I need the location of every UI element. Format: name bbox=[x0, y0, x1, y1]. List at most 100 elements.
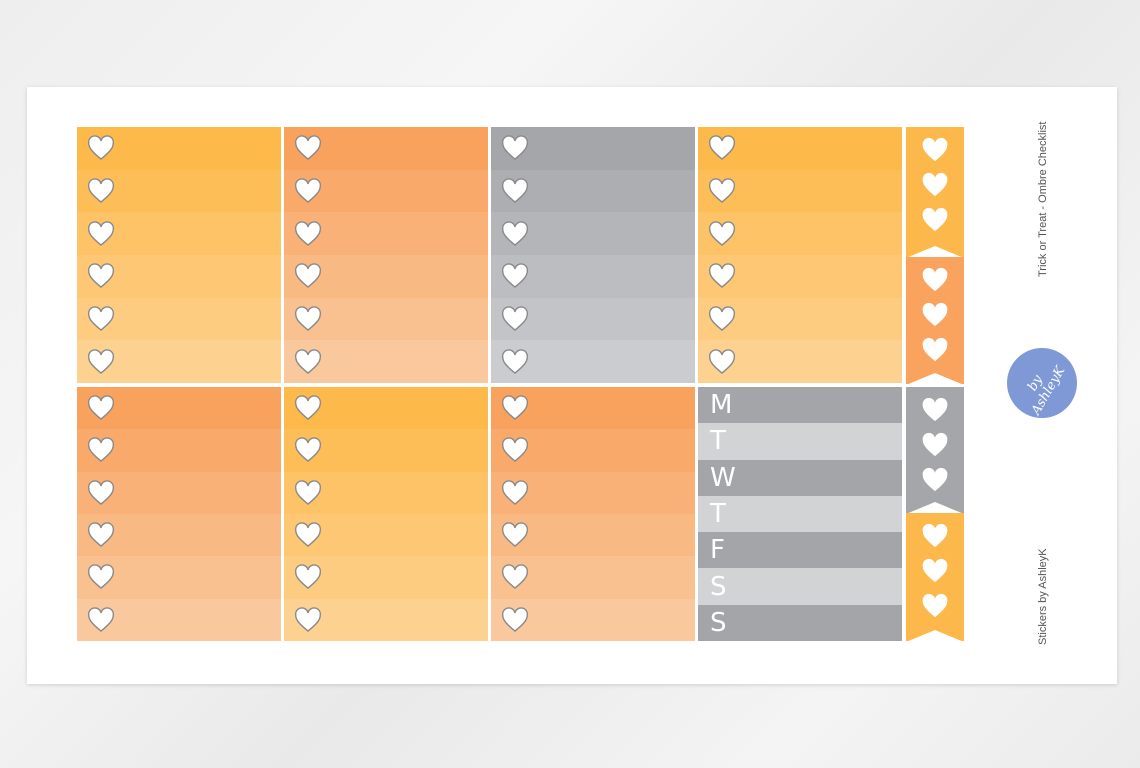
heart-icon bbox=[921, 267, 949, 293]
heart-icon bbox=[294, 135, 322, 161]
checklist-row bbox=[284, 255, 488, 298]
heart-icon bbox=[708, 178, 736, 204]
heart-icon bbox=[921, 302, 949, 328]
heart-icon bbox=[87, 263, 115, 289]
heart-icon bbox=[87, 220, 115, 247]
heart-icon bbox=[921, 397, 949, 423]
heart-icon bbox=[501, 306, 529, 332]
checklist-row bbox=[491, 598, 695, 641]
heart-icon bbox=[87, 564, 115, 590]
checklist-row bbox=[77, 513, 281, 557]
checklist-row bbox=[491, 212, 695, 256]
heart-icon bbox=[921, 467, 949, 493]
checklist-box-yellow bbox=[284, 387, 488, 641]
brand-logo: by AshleyK bbox=[1007, 348, 1077, 418]
flag-notch bbox=[906, 629, 964, 642]
heart-icon bbox=[708, 135, 736, 161]
checklist-row bbox=[77, 169, 281, 213]
checklist-row bbox=[698, 212, 902, 256]
heart-icon bbox=[87, 178, 115, 204]
checklist-row bbox=[491, 127, 695, 170]
weekday-row: T bbox=[698, 495, 902, 533]
checklist-row bbox=[491, 556, 695, 599]
heart-flag-sticker bbox=[906, 513, 964, 642]
heart-icon bbox=[87, 607, 115, 633]
checklist-row bbox=[77, 255, 281, 298]
heart-icon bbox=[921, 137, 949, 163]
heart-icon bbox=[921, 523, 949, 549]
heart-icon bbox=[921, 207, 949, 233]
heart-icon bbox=[294, 607, 322, 633]
checklist-row bbox=[284, 387, 488, 430]
sheet-credit: Stickers by AshleyK bbox=[1037, 548, 1049, 645]
sheet-title: Trick or Treat - Ombre Checklist bbox=[1037, 121, 1049, 277]
weekday-label: W bbox=[710, 462, 736, 493]
heart-flag-sticker bbox=[906, 257, 964, 385]
checklist-row bbox=[491, 297, 695, 341]
heart-icon bbox=[501, 220, 529, 247]
heart-flag-sticker bbox=[906, 127, 964, 258]
heart-icon bbox=[294, 480, 322, 506]
checklist-row bbox=[284, 598, 488, 641]
checklist-box-orange bbox=[284, 127, 488, 384]
checklist-row bbox=[698, 255, 902, 298]
weekday-label: F bbox=[710, 535, 725, 566]
weekday-row: S bbox=[698, 604, 902, 641]
checklist-row bbox=[284, 212, 488, 256]
checklist-row bbox=[698, 340, 902, 384]
checklist-row bbox=[284, 556, 488, 599]
weekday-label: T bbox=[710, 498, 726, 529]
weekday-row: T bbox=[698, 423, 902, 460]
heart-icon bbox=[501, 607, 529, 633]
heart-icon bbox=[87, 395, 115, 421]
checklist-box-orange bbox=[77, 387, 281, 641]
checklist-box-yellow bbox=[77, 127, 281, 384]
checklist-row bbox=[491, 340, 695, 384]
heart-icon bbox=[294, 306, 322, 332]
heart-icon bbox=[294, 263, 322, 289]
checklist-row bbox=[284, 340, 488, 384]
checklist-box-yellow bbox=[698, 127, 902, 384]
checklist-row bbox=[698, 169, 902, 213]
heart-icon bbox=[294, 178, 322, 204]
heart-icon bbox=[501, 263, 529, 289]
checklist-row bbox=[284, 513, 488, 557]
checklist-row bbox=[284, 127, 488, 170]
checklist-row bbox=[491, 429, 695, 472]
checklist-row bbox=[698, 127, 902, 170]
checklist-row bbox=[77, 297, 281, 341]
heart-icon bbox=[708, 263, 736, 289]
heart-icon bbox=[294, 522, 322, 548]
heart-icon bbox=[501, 564, 529, 590]
checklist-row bbox=[77, 598, 281, 641]
weekday-row: M bbox=[698, 387, 902, 424]
heart-icon bbox=[294, 437, 322, 463]
checklist-row bbox=[77, 212, 281, 256]
heart-icon bbox=[921, 172, 949, 198]
heart-icon bbox=[294, 348, 322, 375]
checklist-row bbox=[77, 387, 281, 430]
heart-icon bbox=[294, 564, 322, 590]
checklist-row bbox=[284, 429, 488, 472]
heart-icon bbox=[708, 306, 736, 332]
checklist-box-gray bbox=[491, 127, 695, 384]
heart-icon bbox=[921, 432, 949, 458]
heart-icon bbox=[501, 437, 529, 463]
weekday-row: W bbox=[698, 459, 902, 496]
heart-icon bbox=[87, 480, 115, 506]
heart-icon bbox=[708, 220, 736, 247]
checklist-row bbox=[491, 255, 695, 298]
heart-icon bbox=[294, 395, 322, 421]
heart-icon bbox=[294, 220, 322, 247]
flag-notch bbox=[906, 501, 964, 514]
heart-icon bbox=[921, 593, 949, 619]
checklist-row bbox=[77, 556, 281, 599]
flag-notch bbox=[906, 245, 964, 258]
heart-icon bbox=[501, 178, 529, 204]
checklist-row bbox=[491, 471, 695, 514]
heart-icon bbox=[501, 348, 529, 375]
heart-flag-sticker bbox=[906, 387, 964, 514]
checklist-row bbox=[284, 471, 488, 514]
heart-icon bbox=[87, 437, 115, 463]
